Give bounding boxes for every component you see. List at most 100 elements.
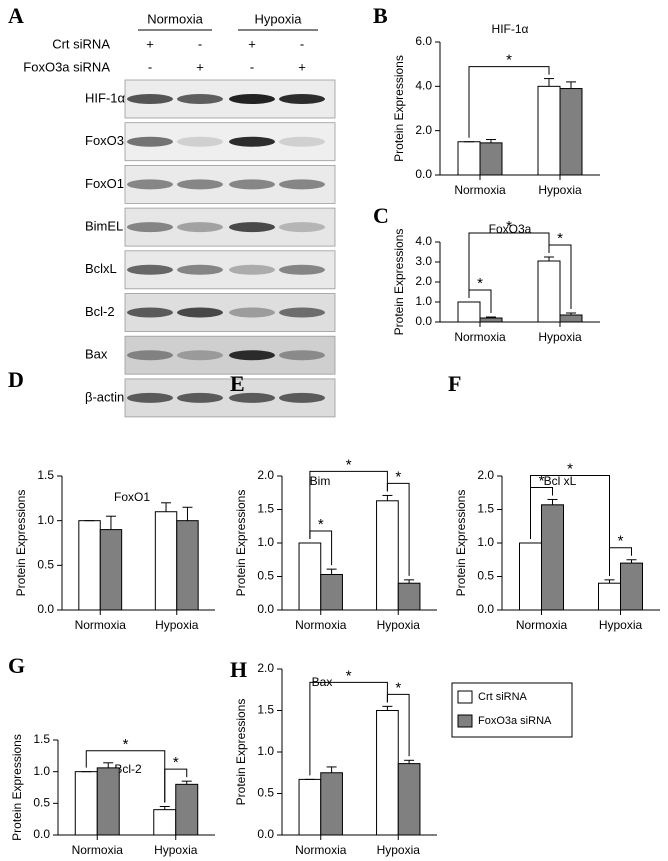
treatment-mark: + — [146, 36, 154, 51]
x-tick-label: Hypoxia — [377, 843, 421, 857]
bar — [320, 573, 343, 611]
blot-band — [229, 136, 275, 147]
significance-label: * — [346, 456, 352, 473]
condition-label: Hypoxia — [255, 11, 303, 26]
blot-band — [177, 264, 223, 275]
y-tick-label: 1.0 — [477, 535, 494, 549]
error-bar — [544, 78, 554, 87]
blot-band — [229, 222, 275, 233]
protein-label: Bax — [85, 347, 108, 362]
blot-band — [177, 222, 223, 233]
y-tick-label: 1.0 — [257, 535, 274, 549]
blot-band — [279, 350, 325, 361]
protein-label: FoxO1 — [85, 176, 124, 191]
error-bar — [105, 515, 116, 530]
panel-letter: C — [373, 203, 389, 228]
y-axis-label: Protein Expressions — [234, 699, 248, 806]
y-tick-label: 1.5 — [257, 703, 274, 717]
significance-bracket — [530, 474, 610, 576]
error-bar — [182, 506, 193, 521]
blot-band — [229, 307, 275, 318]
blot-band — [127, 136, 173, 147]
bar — [457, 141, 481, 176]
blot-band — [279, 222, 325, 233]
legend-label: Crt siRNA — [478, 691, 528, 703]
protein-label: Bcl-2 — [85, 304, 115, 319]
error-bar — [486, 139, 496, 143]
significance-label: * — [395, 468, 401, 485]
bar — [298, 542, 322, 611]
bar — [519, 542, 542, 611]
error-bar — [103, 762, 114, 768]
significance-bracket — [468, 66, 550, 138]
bar — [74, 771, 98, 836]
x-tick-label: Hypoxia — [599, 618, 643, 632]
protein-label: β-actin — [85, 389, 124, 404]
bar — [96, 767, 120, 836]
bar — [479, 317, 503, 323]
bar — [298, 778, 322, 836]
significance-label: * — [395, 679, 401, 696]
blot-band — [229, 179, 275, 190]
error-bar — [382, 705, 393, 711]
error-bar — [326, 766, 337, 773]
chart-title: HIF-1α — [492, 22, 529, 36]
bar — [537, 85, 561, 176]
blot-band — [229, 94, 275, 104]
y-tick-label: 6.0 — [415, 34, 432, 48]
error-bar — [161, 502, 172, 512]
y-tick-label: 1.0 — [37, 513, 54, 527]
y-tick-label: 1.0 — [257, 744, 274, 758]
bar — [559, 314, 583, 323]
protein-label: HIF-1α — [85, 90, 126, 105]
y-tick-label: 0.0 — [257, 827, 274, 841]
panel-letter: E — [230, 371, 245, 396]
error-bar — [566, 312, 576, 315]
x-tick-label: Hypoxia — [377, 618, 421, 632]
blot-band — [279, 264, 325, 275]
chart-title: Bim — [310, 474, 331, 488]
bar — [397, 763, 421, 836]
bar — [99, 529, 123, 611]
y-tick-label: 4.0 — [415, 234, 432, 248]
legend-label: FoxO3a siRNA — [478, 715, 552, 727]
treatment-mark: + — [248, 36, 256, 51]
panel-letter: H — [230, 657, 247, 682]
x-tick-label: Normoxia — [295, 618, 347, 632]
legend-swatch — [457, 714, 473, 728]
significance-label: * — [173, 754, 179, 771]
y-tick-label: 0.0 — [37, 602, 54, 616]
significance-label: * — [506, 218, 512, 235]
y-tick-label: 2.0 — [477, 468, 494, 482]
bar — [376, 500, 399, 611]
treatment-label: Crt siRNA — [52, 36, 110, 51]
blot-band — [229, 350, 275, 361]
bar — [457, 301, 481, 323]
blot-band — [127, 264, 173, 275]
y-tick-label: 2.0 — [415, 274, 432, 288]
x-tick-label: Normoxia — [454, 330, 506, 344]
bar — [376, 710, 399, 836]
treatment-label: FoxO3a siRNA — [23, 59, 110, 74]
bar — [176, 520, 199, 611]
y-tick-label: 1.5 — [37, 468, 54, 482]
blot-band — [279, 136, 325, 147]
treatment-mark: - — [250, 59, 254, 74]
treatment-mark: + — [196, 59, 204, 74]
y-tick-label: 2.0 — [257, 468, 274, 482]
y-axis-label: Protein Expressions — [10, 734, 24, 841]
error-bar — [326, 568, 337, 575]
y-tick-label: 4.0 — [415, 79, 432, 93]
blot-band — [127, 222, 173, 233]
y-tick-label: 0.0 — [415, 314, 432, 328]
error-bar — [159, 806, 170, 810]
significance-label: * — [567, 460, 573, 477]
blot-band — [127, 179, 173, 190]
blot-band — [279, 307, 325, 318]
significance-bracket — [309, 470, 388, 539]
y-tick-label: 0.5 — [257, 569, 274, 583]
y-tick-label: 1.5 — [33, 732, 50, 746]
bar — [598, 582, 621, 611]
blot-band — [177, 179, 223, 190]
